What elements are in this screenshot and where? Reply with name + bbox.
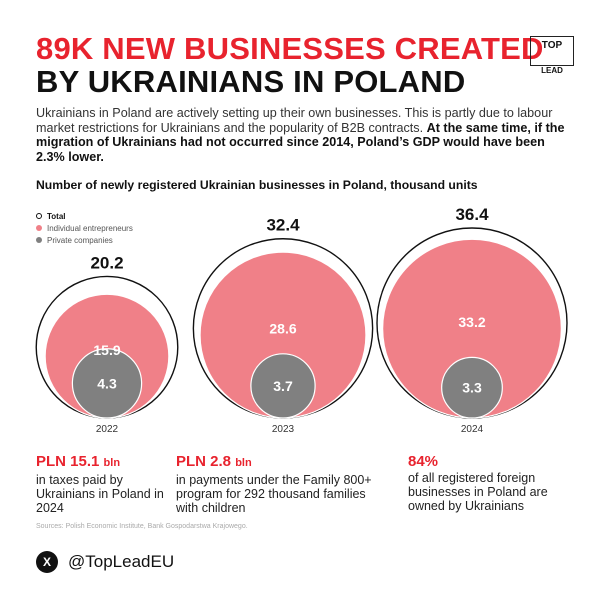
social-handle[interactable]: @TopLeadEU [68,552,175,571]
intro-text: Ukrainians in Poland are actively settin… [36,106,553,135]
legend-dot-private [36,237,42,243]
label-individual-2023: 28.6 [269,320,296,336]
label-private-2022: 4.3 [97,375,117,391]
stat-taxes-text: in taxes paid by Ukrainians in Poland in… [36,473,164,515]
intro-paragraph: Ukrainians in Poland are actively settin… [36,106,576,164]
stat-taxes-value: PLN 15.1 bln [36,452,176,473]
title-line-1: 89K NEW BUSINESSES CREATED [36,31,544,66]
page-title: 89K NEW BUSINESSES CREATED BY UKRAINIANS… [36,31,544,99]
bubble-private-2023 [250,353,316,419]
label-private-2024: 3.3 [462,380,482,396]
intro-bold-text: At the same time, if the migration of Uk… [36,120,565,164]
label-total-2022: 20.2 [90,253,123,272]
label-total-2024: 36.4 [455,205,489,224]
label-private-2023: 3.7 [273,378,293,394]
label-year-2022: 2022 [96,424,119,435]
legend-dot-individual [36,225,42,231]
legend-label-private: Private companies [47,235,113,245]
bubble-private-2024 [441,356,503,419]
chart-title: Number of newly registered Ukrainian bus… [36,178,478,192]
logo-top-text: TOP [541,40,563,51]
title-line-2: BY UKRAINIANS IN POLAND [36,64,466,99]
stat-foreign-text: of all registered foreign businesses in … [408,471,548,513]
legend-item-total: Total [36,210,133,222]
legend-item-private: Private companies [36,234,133,246]
sources-note: Sources: Polish Economic Institute, Bank… [36,523,248,530]
stat-taxes-unit: bln [103,457,121,469]
stat-taxes-amount: PLN 15.1 [36,453,100,470]
x-logo-icon: X [36,551,58,573]
stat-family-value: PLN 2.8 bln [176,452,388,473]
chart-legend: Total Individual entrepreneurs Private c… [36,210,133,246]
logo-bottom-text: LEAD [541,66,563,76]
stat-family-program: PLN 2.8 bln in payments under the Family… [176,452,388,515]
stat-family-text: in payments under the Family 800+ progra… [176,473,372,515]
toplead-logo: TOP LEAD [530,36,574,76]
label-total-2023: 32.4 [266,216,300,235]
legend-label-individual: Individual entrepreneurs [47,223,133,233]
footer[interactable]: X @TopLeadEU [36,551,174,573]
legend-item-individual: Individual entrepreneurs [36,222,133,234]
label-individual-2022: 15.9 [93,342,120,358]
stat-family-unit: bln [235,457,252,469]
stat-foreign-value: 84% [408,453,439,470]
label-year-2024: 2024 [461,424,484,435]
label-year-2023: 2023 [272,424,295,435]
stat-foreign-businesses: 84% of all registered foreign businesses… [408,452,578,513]
stat-family-amount: PLN 2.8 [176,453,232,470]
legend-dot-total [36,213,42,219]
stat-taxes: PLN 15.1 bln in taxes paid by Ukrainians… [36,452,176,515]
legend-label-total: Total [47,211,66,221]
label-individual-2024: 33.2 [458,314,485,330]
bubble-private-2022 [71,348,143,419]
